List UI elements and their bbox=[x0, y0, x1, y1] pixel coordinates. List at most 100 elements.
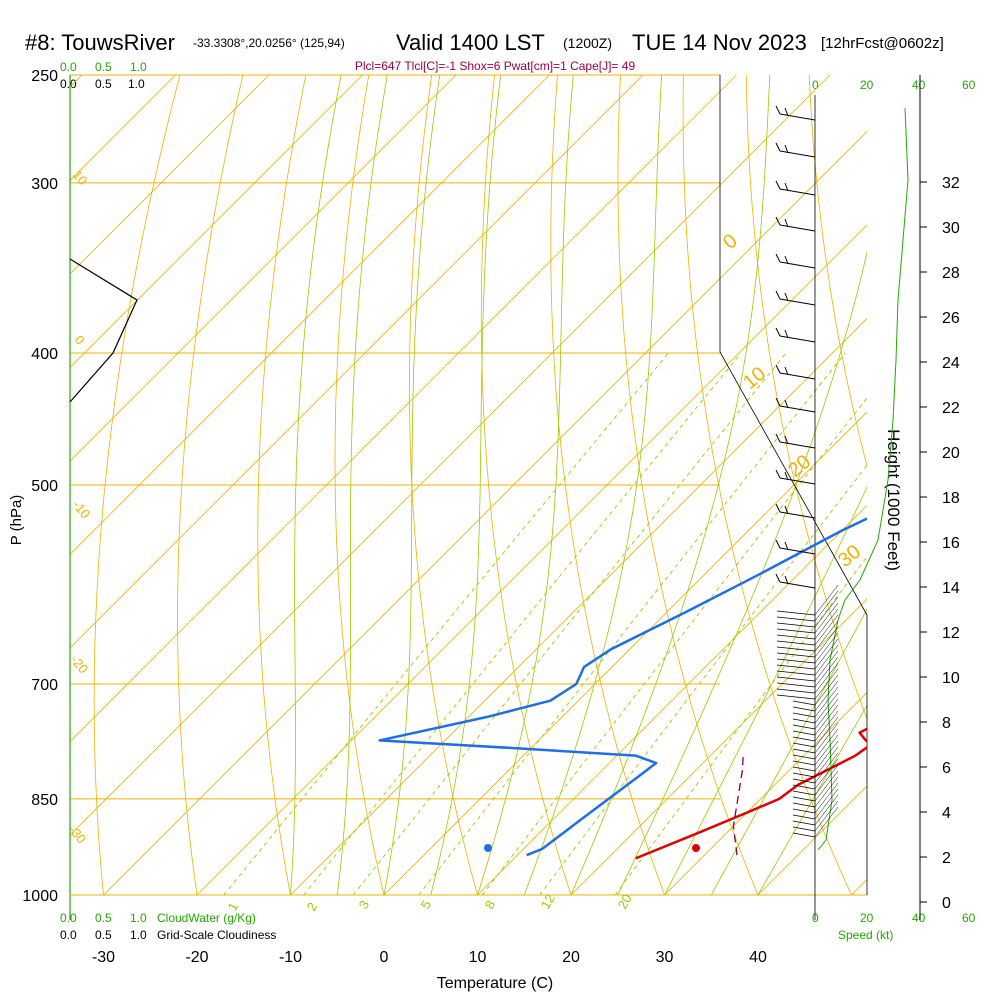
temperature-tick-label: 20 bbox=[562, 949, 580, 966]
temperature-tick-label: 30 bbox=[656, 949, 674, 966]
wind-barb-flag bbox=[784, 329, 789, 339]
wind-barb bbox=[814, 674, 839, 706]
wind-barb-flag bbox=[784, 255, 789, 265]
height-tick-label: 10 bbox=[942, 670, 960, 687]
wind-barb-flag bbox=[775, 573, 781, 583]
wind-barb bbox=[814, 602, 839, 634]
height-tick-label: 24 bbox=[942, 355, 960, 372]
height-axis-title: Height (1000 Feet) bbox=[884, 429, 903, 571]
dewpoint-line bbox=[378, 517, 867, 857]
wind-barb bbox=[814, 584, 839, 616]
wind-barb bbox=[814, 806, 839, 838]
wind-barb bbox=[814, 686, 839, 718]
wind-barb-flag bbox=[775, 397, 781, 407]
wind-barb bbox=[814, 776, 839, 808]
wind-barb bbox=[814, 728, 839, 760]
wind-barb bbox=[779, 261, 816, 269]
moist-adiabat bbox=[617, 250, 867, 895]
forecast-label: [12hrFcst@0602z] bbox=[821, 35, 944, 52]
wind-barb bbox=[814, 734, 839, 766]
speed-bottom-tick-2: 40 bbox=[912, 911, 926, 925]
temperature-tick-label: 10 bbox=[469, 949, 487, 966]
wind-barb bbox=[779, 113, 816, 121]
wind-barb bbox=[776, 658, 816, 664]
wind-barb-flag bbox=[775, 503, 781, 513]
wind-barb bbox=[779, 547, 816, 555]
height-tick-label: 30 bbox=[942, 220, 960, 237]
wind-barb bbox=[814, 668, 839, 700]
height-tick-label: 28 bbox=[942, 265, 960, 282]
wind-barb-flag bbox=[775, 469, 781, 479]
moist-adiabat bbox=[430, 75, 502, 895]
wind-barb bbox=[776, 640, 816, 646]
station-coords: -33.3308°,20.0256° (125,94) bbox=[193, 36, 345, 50]
plot-frame bbox=[69, 74, 921, 920]
isotherm-line bbox=[851, 878, 867, 895]
temperature-tick-label: -20 bbox=[185, 949, 208, 966]
isotherm-label: 0 bbox=[72, 332, 88, 347]
wind-barb bbox=[779, 335, 816, 343]
cloudwater-tick-2: 1.0 bbox=[130, 60, 147, 74]
dry-adiabat bbox=[745, 75, 867, 720]
wind-barb-flag bbox=[784, 107, 789, 117]
wind-barb bbox=[814, 680, 839, 712]
wind-barb bbox=[814, 614, 839, 646]
height-tick-label: 12 bbox=[942, 625, 960, 642]
wind-barb bbox=[776, 652, 816, 658]
wind-barb bbox=[814, 644, 839, 676]
wind-barb-flag bbox=[775, 180, 781, 190]
wind-barb bbox=[776, 664, 816, 670]
dry-adiabat bbox=[93, 75, 181, 895]
moist-adiabat bbox=[570, 75, 771, 895]
wind-barb bbox=[776, 676, 816, 682]
mixing-ratio-line bbox=[303, 352, 742, 895]
wind-barb-flag bbox=[784, 292, 789, 302]
mixing-ratio-label: 12 bbox=[538, 891, 558, 911]
wind-barb bbox=[776, 694, 816, 700]
cloudwater-bottom-tick-2: 1.0 bbox=[130, 911, 147, 925]
mixing-ratio-label: 5 bbox=[418, 898, 435, 912]
wind-profile bbox=[775, 105, 909, 851]
wind-barb bbox=[792, 772, 816, 778]
wind-barb bbox=[776, 616, 816, 622]
cloudwater-tick-1: 0.5 bbox=[95, 60, 112, 74]
wind-barb bbox=[814, 788, 839, 820]
height-tick-label: 6 bbox=[942, 760, 951, 777]
wind-barb-flag bbox=[775, 539, 781, 549]
wind-barb bbox=[792, 826, 816, 832]
wind-barb-flag bbox=[784, 182, 789, 192]
wind-barb bbox=[776, 670, 816, 676]
wind-barb-flag bbox=[784, 366, 789, 376]
moist-adiabat bbox=[477, 75, 574, 895]
cloudiness-label: Grid-Scale Cloudiness bbox=[157, 928, 276, 942]
wind-barb bbox=[814, 800, 839, 832]
theta-label: 30 bbox=[834, 541, 865, 572]
wind-barb bbox=[792, 718, 816, 724]
wind-barb bbox=[779, 298, 816, 306]
wind-barb bbox=[792, 796, 816, 802]
wind-barb bbox=[814, 770, 839, 802]
mixing-ratio-label: 8 bbox=[482, 898, 499, 912]
wind-barb bbox=[776, 682, 816, 688]
moist-adiabat bbox=[290, 75, 342, 895]
temperature-tick-label: 40 bbox=[749, 949, 767, 966]
speed-top-tick-1: 20 bbox=[860, 78, 874, 92]
height-tick-label: 0 bbox=[942, 895, 951, 912]
wind-barb bbox=[814, 782, 839, 814]
height-tick-label: 22 bbox=[942, 400, 960, 417]
cloudiness-bottom-tick-2: 1.0 bbox=[130, 928, 147, 942]
speed-top-tick-0: 0 bbox=[812, 78, 819, 92]
valid-time: Valid 1400 LST bbox=[396, 30, 545, 55]
dry-adiabat bbox=[617, 75, 759, 895]
dry-adiabat bbox=[480, 75, 572, 895]
wind-barb bbox=[779, 511, 816, 519]
mixing-ratio-line bbox=[352, 352, 787, 895]
height-tick-label: 18 bbox=[942, 490, 960, 507]
wind-barb bbox=[814, 758, 839, 790]
wind-barb bbox=[814, 608, 839, 640]
speed-bottom-tick-0: 0 bbox=[812, 911, 819, 925]
wind-barb-flag bbox=[784, 505, 789, 515]
wind-barb bbox=[792, 754, 816, 760]
wind-barb-flag bbox=[775, 253, 781, 263]
wind-barb bbox=[792, 748, 816, 754]
